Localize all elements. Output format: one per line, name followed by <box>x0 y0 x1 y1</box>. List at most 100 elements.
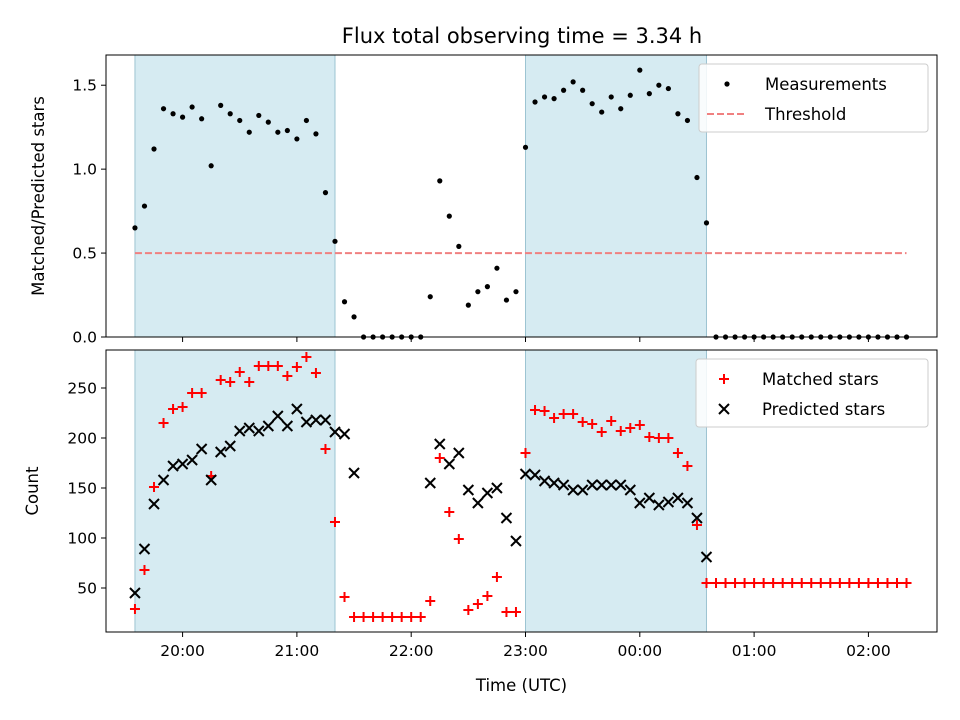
matched-star-point <box>834 578 845 588</box>
matched-star-point <box>520 448 531 458</box>
measurement-point <box>351 314 357 320</box>
matched-star-point <box>491 572 502 582</box>
measurement-point <box>265 119 271 125</box>
matched-star-point <box>368 612 379 622</box>
bottom-panel: 50 100 150 200 250 20:00 21:00 22:00 23:00 00:00… <box>23 349 938 695</box>
predicted-star-point <box>319 414 332 426</box>
shaded-span <box>525 349 707 633</box>
matched-star-point <box>320 444 331 454</box>
predicted-star-point <box>214 446 227 458</box>
measurement-point <box>561 87 567 93</box>
bottom-y-axis-label: Count <box>23 466 42 516</box>
predicted-star-point <box>195 443 208 455</box>
measurement-point <box>522 144 529 150</box>
x-tick-label: 20:00 <box>160 642 205 660</box>
predicted-star-point <box>653 499 665 511</box>
matched-star-point <box>444 507 455 517</box>
matched-star-point <box>882 578 893 588</box>
matched-star-point <box>406 612 417 622</box>
predicted-star-point <box>500 512 513 524</box>
y-tick-label: 1.5 <box>72 77 97 95</box>
matched-star-point <box>310 368 321 378</box>
measurement-point <box>303 117 310 124</box>
matched-star-point <box>339 592 350 602</box>
chart-title: Flux total observing time = 3.34 h <box>342 24 702 48</box>
predicted-star-point <box>443 458 456 470</box>
measurement-point <box>684 117 691 124</box>
predicted-star-point <box>462 484 475 496</box>
predicted-star-point <box>157 474 170 486</box>
y-tick-label: 0.5 <box>72 245 97 263</box>
predicted-star-point <box>234 425 246 437</box>
measurement-point <box>189 104 195 110</box>
measurement-point <box>456 243 462 249</box>
matched-star-point <box>682 461 693 471</box>
predicted-star-point <box>538 475 551 487</box>
x-tick-label: 21:00 <box>275 642 320 660</box>
predicted-star-point <box>519 468 532 480</box>
predicted-star-point <box>138 543 151 555</box>
matched-star-point <box>415 612 426 622</box>
measurement-point <box>532 99 538 105</box>
predicted-star-point <box>595 479 608 491</box>
legend-predicted-handle <box>718 403 730 415</box>
matched-star-point <box>806 578 817 588</box>
measurement-point <box>237 117 243 124</box>
predicted-star-point <box>434 438 446 450</box>
measurement-point <box>513 289 519 295</box>
matched-star-point <box>396 612 407 622</box>
matched-star-point <box>720 578 731 588</box>
matched-star-point <box>139 565 150 575</box>
measurement-point <box>313 131 319 137</box>
matched-star-point <box>329 517 340 527</box>
top-shaded-spans <box>134 54 707 338</box>
matched-star-point <box>434 453 445 463</box>
legend-label: Measurements <box>765 75 887 94</box>
predicted-star-point <box>481 487 494 499</box>
measurement-point <box>199 116 205 122</box>
matched-star-point <box>549 413 560 423</box>
matched-star-point <box>425 596 436 606</box>
measurement-point <box>665 85 671 92</box>
shaded-span <box>525 54 707 338</box>
measurement-point <box>627 92 633 98</box>
matched-star-point <box>739 578 750 588</box>
matched-star-point <box>796 578 807 588</box>
measurement-point <box>599 109 605 115</box>
measurement-point <box>694 174 700 181</box>
bottom-axes-frame <box>105 349 938 633</box>
legend-matched-handle <box>719 374 729 384</box>
matched-star-point <box>891 578 902 588</box>
measurement-point <box>570 79 576 85</box>
measurement-point <box>551 96 557 102</box>
matched-star-point <box>510 607 521 617</box>
measurement-point <box>589 101 595 107</box>
predicted-star-point <box>576 484 589 496</box>
predicted-star-point <box>224 440 236 452</box>
shaded-span <box>134 54 336 338</box>
predicted-star-point <box>176 458 189 470</box>
measurement-point <box>637 67 643 73</box>
y-tick-label: 200 <box>67 430 97 448</box>
matched-star-point <box>691 520 702 530</box>
legend-label: Predicted stars <box>762 400 885 419</box>
measurement-point <box>437 178 443 184</box>
measurement-point <box>141 203 148 209</box>
measurement-point <box>541 94 548 100</box>
predicted-star-point <box>167 460 179 472</box>
legend-label: Matched stars <box>762 370 879 389</box>
predicted-star-point <box>491 482 503 494</box>
predicted-star-point <box>338 428 351 440</box>
matched-star-point <box>530 405 541 415</box>
y-tick-label: 1.0 <box>72 161 97 179</box>
measurement-point <box>675 111 681 117</box>
matched-star-point <box>501 607 512 617</box>
measurement-point <box>332 238 338 244</box>
measurement-point <box>246 129 252 135</box>
matched-star-point <box>606 416 617 426</box>
y-tick-label: 0.0 <box>72 329 97 347</box>
measurement-point <box>608 94 614 100</box>
predicted-star-point <box>253 425 265 437</box>
predicted-star-point <box>548 477 560 489</box>
